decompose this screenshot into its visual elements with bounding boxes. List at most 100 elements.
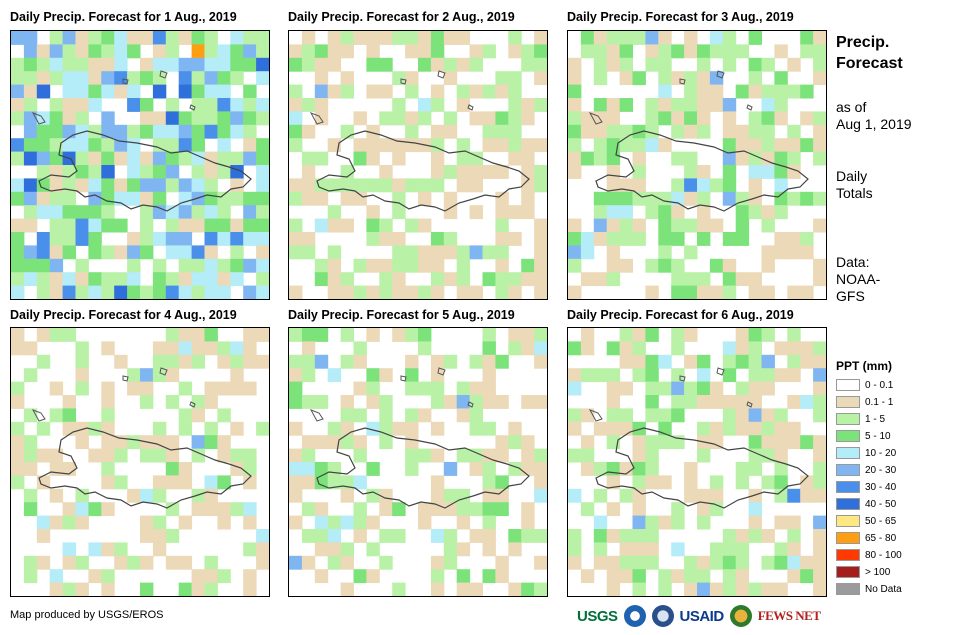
precip-cell (204, 124, 218, 139)
precip-cell (75, 151, 89, 166)
precip-cell (748, 205, 762, 220)
precip-cell (127, 285, 141, 299)
precip-cell (482, 84, 496, 99)
precip-cell (568, 124, 582, 139)
precip-cell (366, 218, 380, 233)
fewsnet-logo: FEWS NET (757, 608, 821, 623)
precip-cell (178, 218, 193, 233)
hispaniola-coastline (38, 130, 252, 212)
precip-cell (684, 218, 698, 233)
precip-cell (301, 354, 316, 369)
precip-cell (36, 124, 51, 139)
precip-cell (127, 151, 141, 166)
precip-cell (619, 71, 633, 86)
precip-cell (140, 191, 154, 206)
precip-cell (314, 84, 329, 99)
precip-cell (619, 57, 633, 72)
precip-cell (127, 245, 141, 260)
precip-cell (353, 178, 367, 193)
precip-cell (36, 529, 51, 543)
precip-cell (697, 84, 711, 99)
precip-cell (709, 502, 724, 517)
precip-cell (748, 582, 762, 596)
precip-cell (430, 368, 445, 383)
precip-cell (722, 542, 737, 557)
precip-cell (495, 354, 509, 369)
precip-cell (709, 84, 724, 99)
precip-cell (114, 285, 128, 299)
precip-cell (534, 395, 547, 409)
precip-cell (645, 354, 659, 369)
precip-cell (521, 178, 535, 193)
precip-cell (101, 44, 115, 59)
precip-cell (243, 84, 257, 99)
precip-cell (75, 111, 89, 126)
precip-cell (101, 178, 115, 193)
precip-cell (256, 328, 269, 342)
precip-cell (430, 178, 445, 193)
precip-cell (217, 44, 231, 59)
precip-cell (327, 31, 342, 45)
precip-cell (684, 111, 698, 126)
precip-cell (774, 368, 788, 383)
precip-cell (684, 328, 698, 342)
precip-cell (813, 529, 826, 543)
precip-cell (62, 272, 76, 287)
precip-cell (62, 205, 76, 220)
precip-cell (314, 515, 329, 530)
precip-cell (23, 205, 38, 220)
precip-cell (619, 529, 633, 543)
precip-cell (748, 111, 762, 126)
precip-cell (379, 435, 393, 450)
precip-cell (379, 111, 393, 126)
precip-cell (114, 57, 128, 72)
precip-cell (495, 138, 509, 153)
precip-cell (508, 435, 522, 450)
precip-cell (508, 151, 522, 166)
precip-cell (49, 191, 64, 206)
precip-cell (632, 232, 646, 246)
precip-cell (217, 191, 231, 206)
side-data-line3: GFS (836, 288, 865, 304)
precip-cell (800, 44, 814, 59)
precip-cell (482, 475, 496, 490)
precip-cell (521, 44, 535, 59)
precip-cell (619, 462, 633, 476)
legend-item: 50 - 65 (836, 514, 896, 528)
precip-cell (632, 328, 646, 342)
precip-cell (75, 354, 89, 369)
precip-cell (101, 138, 115, 153)
precip-cell (568, 71, 582, 86)
precip-cell (800, 569, 814, 584)
precip-cell (101, 395, 115, 409)
precip-cell (256, 98, 269, 112)
precip-cell (774, 435, 788, 450)
precip-cell (11, 328, 25, 342)
precip-cell (709, 421, 724, 436)
precip-cell (301, 475, 316, 490)
precip-cell (568, 529, 582, 543)
precip-cell (658, 44, 672, 59)
precip-cell (256, 178, 269, 193)
precip-cell (709, 31, 724, 45)
precip-cell (392, 205, 406, 220)
map-day5 (288, 327, 548, 597)
precip-cell (152, 285, 167, 299)
precip-cell (217, 165, 231, 179)
precip-cell (722, 178, 737, 193)
precip-cell (243, 218, 257, 233)
precip-cell (49, 462, 64, 476)
precip-cell (787, 328, 801, 342)
precip-cell (152, 421, 167, 436)
precip-cell (289, 395, 303, 409)
precip-cell (534, 178, 547, 193)
precip-cell (366, 44, 380, 59)
legend-swatch (836, 430, 860, 442)
precip-cell (366, 368, 380, 383)
precip-cell (684, 151, 698, 166)
precip-cell (127, 178, 141, 193)
precip-cell (748, 31, 762, 45)
precip-cell (735, 232, 750, 246)
precip-cell (787, 354, 801, 369)
precip-cell (735, 272, 750, 287)
